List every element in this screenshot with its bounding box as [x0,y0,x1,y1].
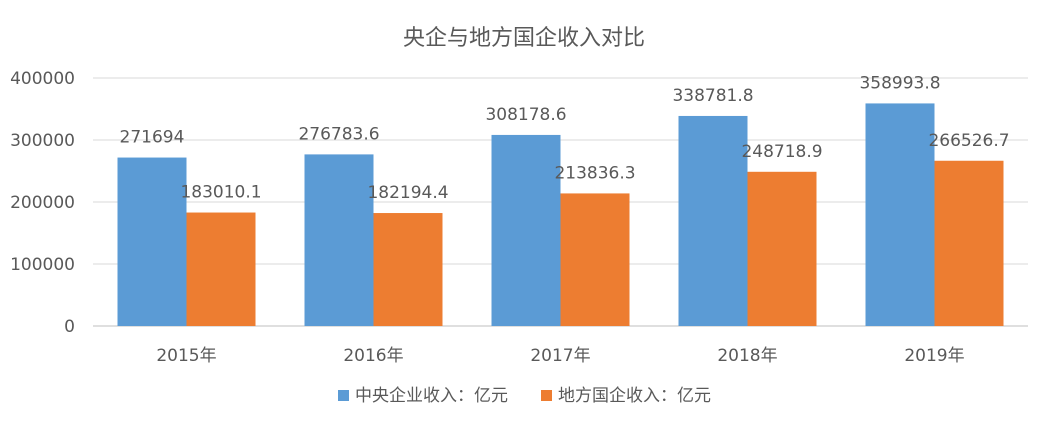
legend-swatch-central-soe [338,390,349,401]
y-tick-label: 300000 [10,131,75,151]
bar-local-soe [186,212,256,326]
bar-central-soe [304,154,374,326]
legend-label-central-soe: 中央企业收入：亿元 [355,386,508,406]
x-axis-tick-labels: 2015年 2016年 2017年 2018年 2019年 [156,346,964,366]
data-label: 276783.6 [298,124,379,144]
bars [117,103,1004,326]
bar-local-soe [373,213,443,326]
legend: 中央企业收入：亿元 地方国企收入：亿元 [338,386,711,406]
y-tick-label: 100000 [10,255,75,275]
y-tick-label: 400000 [10,69,75,89]
y-tick-label: 0 [64,317,75,337]
data-label: 183010.1 [180,183,261,203]
bar-local-soe [560,193,630,326]
legend-label-local-soe: 地方国企收入：亿元 [558,386,711,406]
data-label: 213836.3 [554,163,635,183]
x-tick-label: 2016年 [343,346,403,366]
x-tick-label: 2017年 [530,346,590,366]
data-label: 182194.4 [367,183,448,203]
data-label: 358993.8 [859,73,940,93]
bar-central-soe [491,134,561,326]
y-tick-label: 200000 [10,193,75,213]
bar-central-soe [117,157,187,326]
bar-central-soe [865,103,935,326]
data-labels: 271694 183010.1 276783.6 182194.4 308178.6 21… [120,73,1010,203]
data-label: 248718.9 [741,142,822,162]
x-tick-label: 2018年 [717,346,777,366]
data-label: 266526.7 [928,131,1009,151]
x-tick-label: 2019年 [904,346,964,366]
data-label: 338781.8 [672,86,753,106]
data-label: 271694 [120,128,185,148]
bar-local-soe [747,171,817,326]
bar-local-soe [934,160,1004,326]
data-label: 308178.6 [485,105,566,125]
chart-title: 央企与地方国企收入对比 [403,26,645,51]
y-axis-tick-labels: 0 100000 200000 300000 400000 [10,69,75,337]
legend-swatch-local-soe [541,390,552,401]
x-tick-label: 2015年 [156,346,216,366]
bar-central-soe [678,115,748,326]
